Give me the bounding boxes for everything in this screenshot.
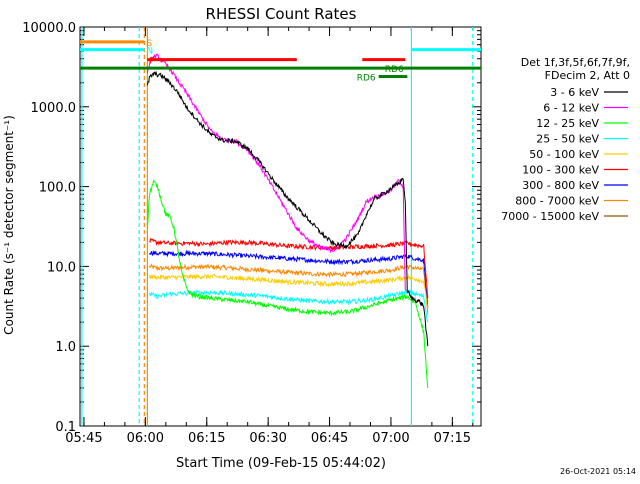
y-tick-label: 10.0 [47,260,76,275]
legend-entry-label: 25 - 50 keV [536,133,599,146]
x-axis-label: Start Time (09-Feb-15 05:44:02) [176,456,386,471]
time-markers [81,27,474,426]
y-tick-label: 1.0 [55,340,76,355]
x-tick-label: 07:15 [434,431,471,446]
series-line-12-25-kev [146,179,429,388]
state-bar-label: RD6 [357,73,376,83]
series-line-300-800-kev [148,249,429,309]
series-line-50-100-kev [148,273,429,309]
state-bar-label: RD6 [385,65,404,75]
series-line-25-50-kev [148,288,429,323]
series-line-6-12-kev [146,53,406,291]
x-tick-label: 06:45 [311,431,348,446]
state-bars: SNF RD6 RD6 [80,39,481,83]
legend-entry-label: 3 - 6 keV [550,86,599,99]
legend-entry-label: 800 - 7000 keV [515,195,599,208]
state-bar-label: S [146,39,152,49]
state-bar-label: F [149,57,154,67]
y-axis-label: Count Rate (s⁻¹ detector segment⁻¹) [2,115,16,335]
data-series [146,53,429,388]
footer-timestamp: 26-Oct-2021 05:14 [560,467,636,476]
legend-header: Det 1f,3f,5f,6f,7f,9f, [521,56,630,69]
legend-entry-label: 300 - 800 keV [522,179,599,192]
legend: Det 1f,3f,5f,6f,7f,9f,FDecim 2, Att 0 3 -… [501,56,630,223]
series-line-3-6-kev [146,70,429,347]
x-tick-label: 06:30 [249,431,286,446]
legend-entry-label: 12 - 25 keV [536,117,599,130]
x-tick-label: 06:15 [188,431,225,446]
series-line-100-300-kev [149,237,429,299]
legend-entry-label: 7000 - 15000 keV [501,210,599,223]
legend-header: FDecim 2, Att 0 [545,69,630,82]
legend-entry-label: 6 - 12 keV [543,102,599,115]
legend-entry-label: 100 - 300 keV [522,164,599,177]
y-tick-label: 100.0 [39,181,76,196]
x-tick-label: 06:00 [127,431,164,446]
y-tick-label: 10000.0 [22,21,76,36]
x-tick-label: 05:45 [65,431,102,446]
state-bar-label: N [146,47,153,57]
plot-area-frame [79,26,482,427]
chart-title: RHESSI Count Rates [206,5,357,23]
legend-entry-label: 50 - 100 keV [529,148,599,161]
y-tick-label: 0.1 [55,420,76,435]
x-tick-label: 07:00 [372,431,409,446]
y-tick-label: 1000.0 [31,101,77,116]
series-line-800-7000-kev [148,263,429,315]
axis-ticks: 05:45 06:00 06:15 06:30 06:45 07:00 07:15 0.1 1.… [22,21,481,446]
